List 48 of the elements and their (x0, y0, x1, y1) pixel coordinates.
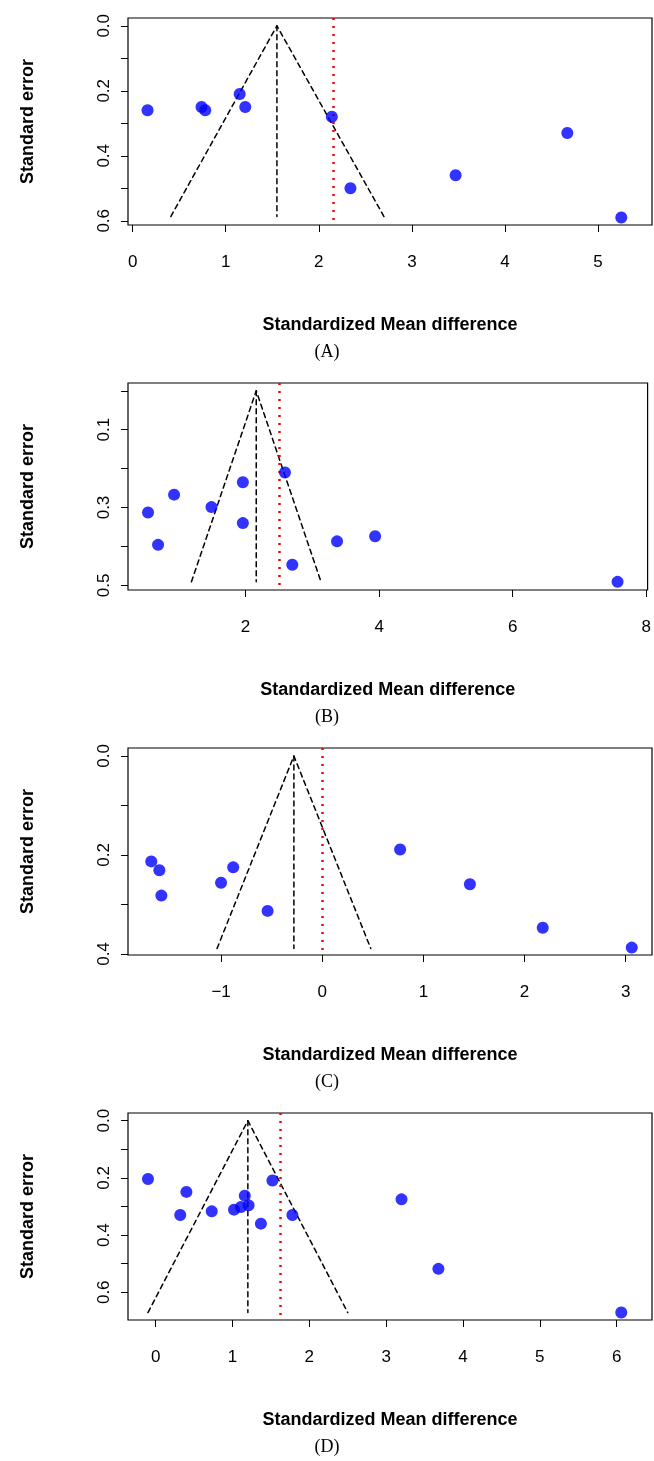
x-axis-title: Standardized Mean difference (260, 679, 516, 699)
x-tick-label: 0 (127, 252, 138, 271)
x-tick-label: 8 (641, 617, 652, 636)
x-tick-label: 1 (418, 982, 429, 1001)
x-tick-label: 4 (500, 252, 510, 271)
x-tick-label: 1 (227, 1347, 238, 1366)
x-tick-label: 4 (458, 1347, 468, 1366)
x-axis-title: Standardized Mean difference (262, 314, 518, 334)
y-axis-title: Standard error (17, 1153, 37, 1280)
x-axis-title: Standardized Mean difference (262, 1044, 518, 1064)
x-tick-label: 3 (620, 982, 631, 1001)
x-tick-label: 6 (507, 617, 518, 636)
x-tick-label: 2 (304, 1347, 315, 1366)
text: (A) (314, 341, 340, 362)
x-tick-label: 1 (220, 252, 231, 271)
y-tick-label: 0.0 (94, 1108, 113, 1133)
x-axis-title: Standardized Mean difference (262, 1409, 518, 1429)
x-tick-label: 2 (314, 252, 324, 271)
y-axis-title: Standard error (17, 788, 37, 915)
y-tick-label: 0.0 (94, 13, 113, 38)
x-tick-label: 5 (593, 252, 603, 271)
y-tick-label: 0.2 (94, 78, 113, 103)
y-tick-label: 0.4 (94, 1223, 113, 1247)
x-tick-label: 2 (519, 982, 530, 1001)
x-tick-label: 4 (374, 617, 384, 636)
text: (C) (315, 1071, 339, 1092)
text: (D) (314, 1436, 340, 1457)
y-tick-label: 0.0 (94, 744, 113, 768)
y-tick-label: 0.2 (94, 843, 113, 867)
y-tick-label: 0.6 (94, 1280, 113, 1305)
y-axis-title: Standard error (17, 58, 37, 185)
y-tick-label: 0.3 (94, 495, 113, 520)
x-tick-label: 3 (381, 1347, 391, 1366)
x-tick-label: 0 (150, 1347, 161, 1366)
y-tick-label: 0.4 (94, 143, 113, 168)
y-tick-label: 0.6 (94, 208, 113, 233)
x-tick-label: 2 (240, 617, 251, 636)
x-tick-label: 6 (611, 1347, 622, 1366)
x-tick-label: −1 (211, 982, 231, 1001)
y-tick-label: 0.5 (94, 573, 113, 598)
y-tick-label: 0.1 (94, 417, 113, 442)
text: (B) (315, 706, 339, 727)
x-tick-label: 0 (317, 982, 327, 1001)
y-tick-label: 0.4 (94, 942, 113, 966)
x-tick-label: 3 (407, 252, 417, 271)
x-tick-label: 5 (535, 1347, 545, 1366)
y-tick-label: 0.2 (94, 1166, 113, 1190)
y-axis-title: Standard error (17, 423, 37, 550)
